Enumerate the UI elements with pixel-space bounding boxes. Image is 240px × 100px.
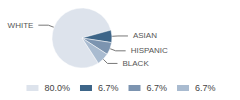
svg-text:80.0%: 80.0%	[44, 83, 70, 93]
svg-text:6.7%: 6.7%	[98, 83, 119, 93]
svg-text:BLACK: BLACK	[122, 59, 149, 68]
svg-text:ASIAN: ASIAN	[133, 31, 157, 40]
svg-text:6.7%: 6.7%	[147, 83, 168, 93]
svg-text:HISPANIC: HISPANIC	[131, 46, 168, 55]
svg-text:6.7%: 6.7%	[195, 83, 216, 93]
svg-text:WHITE: WHITE	[8, 21, 34, 30]
